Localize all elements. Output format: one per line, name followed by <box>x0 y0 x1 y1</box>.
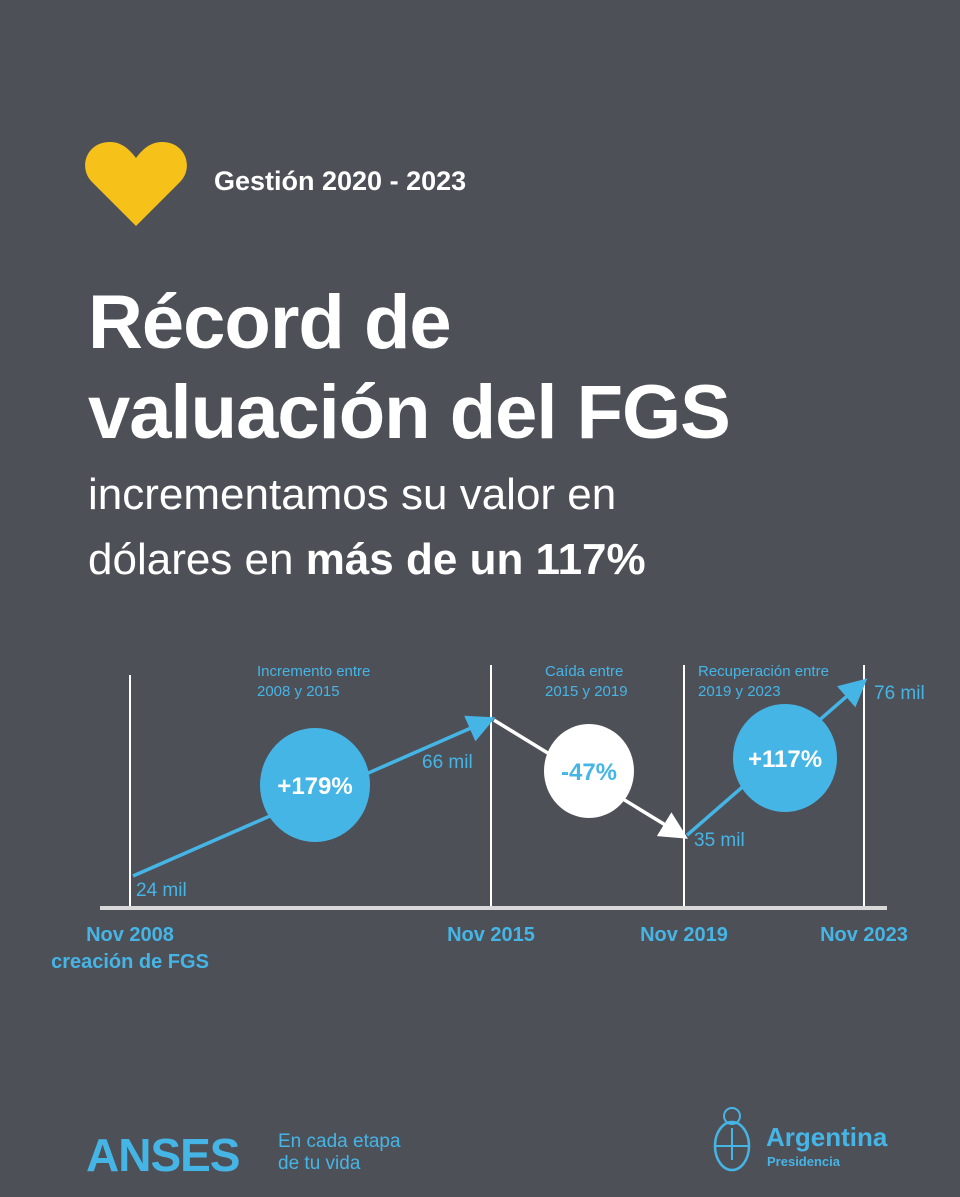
change-label-0: +179% <box>277 773 352 800</box>
annotation-2-line1: Recuperación entre <box>698 663 829 680</box>
anses-tagline: En cada etapa de tu vida <box>278 1131 401 1175</box>
subtitle-normal: dólares en <box>88 535 306 584</box>
anses-logo: ANSES <box>86 1129 240 1181</box>
gov-sub: Presidencia <box>767 1154 840 1169</box>
annotation-1-line2: 2015 y 2019 <box>545 683 628 700</box>
header-label: Gestión 2020 - 2023 <box>214 166 467 196</box>
page-title-line2: valuación del FGS <box>88 370 731 455</box>
x-tick-0: Nov 2008 <box>86 924 174 946</box>
chart: +179% Incremento entre 2008 y 2015 -47% Caíd… <box>51 663 925 973</box>
subtitle-line1: incrementamos su valor en <box>88 470 617 519</box>
value-label-0: 24 mil <box>136 880 187 901</box>
subtitle-bold: más de un 117% <box>305 535 646 584</box>
x-tick-3: Nov 2023 <box>820 924 908 946</box>
annotation-2-line2: 2019 y 2023 <box>698 683 781 700</box>
x-sublabel-0: creación de FGS <box>51 951 209 973</box>
change-label-2: +117% <box>748 746 822 773</box>
tagline-line2: de tu vida <box>278 1153 361 1174</box>
page-title-line1: Récord de <box>88 280 452 365</box>
change-label-1: -47% <box>561 759 617 786</box>
value-label-3: 76 mil <box>874 683 925 704</box>
value-label-1: 66 mil <box>422 752 473 773</box>
change-bubble-0 <box>260 728 370 842</box>
value-label-2: 35 mil <box>694 830 745 851</box>
tagline-line1: En cada etapa <box>278 1131 401 1152</box>
gov-name: Argentina <box>766 1122 888 1152</box>
x-tick-1: Nov 2015 <box>447 924 535 946</box>
annotation-1-line1: Caída entre <box>545 663 623 680</box>
change-bubble-2 <box>733 704 837 812</box>
coat-of-arms-icon <box>713 1107 751 1172</box>
annotation-0-line2: 2008 y 2015 <box>257 683 340 700</box>
annotation-0-line1: Incremento entre <box>257 663 370 680</box>
x-tick-2: Nov 2019 <box>640 924 728 946</box>
change-bubble-1 <box>544 724 634 818</box>
subtitle-line2: dólares en más de un 117% <box>88 538 646 582</box>
heart-icon <box>85 142 187 226</box>
